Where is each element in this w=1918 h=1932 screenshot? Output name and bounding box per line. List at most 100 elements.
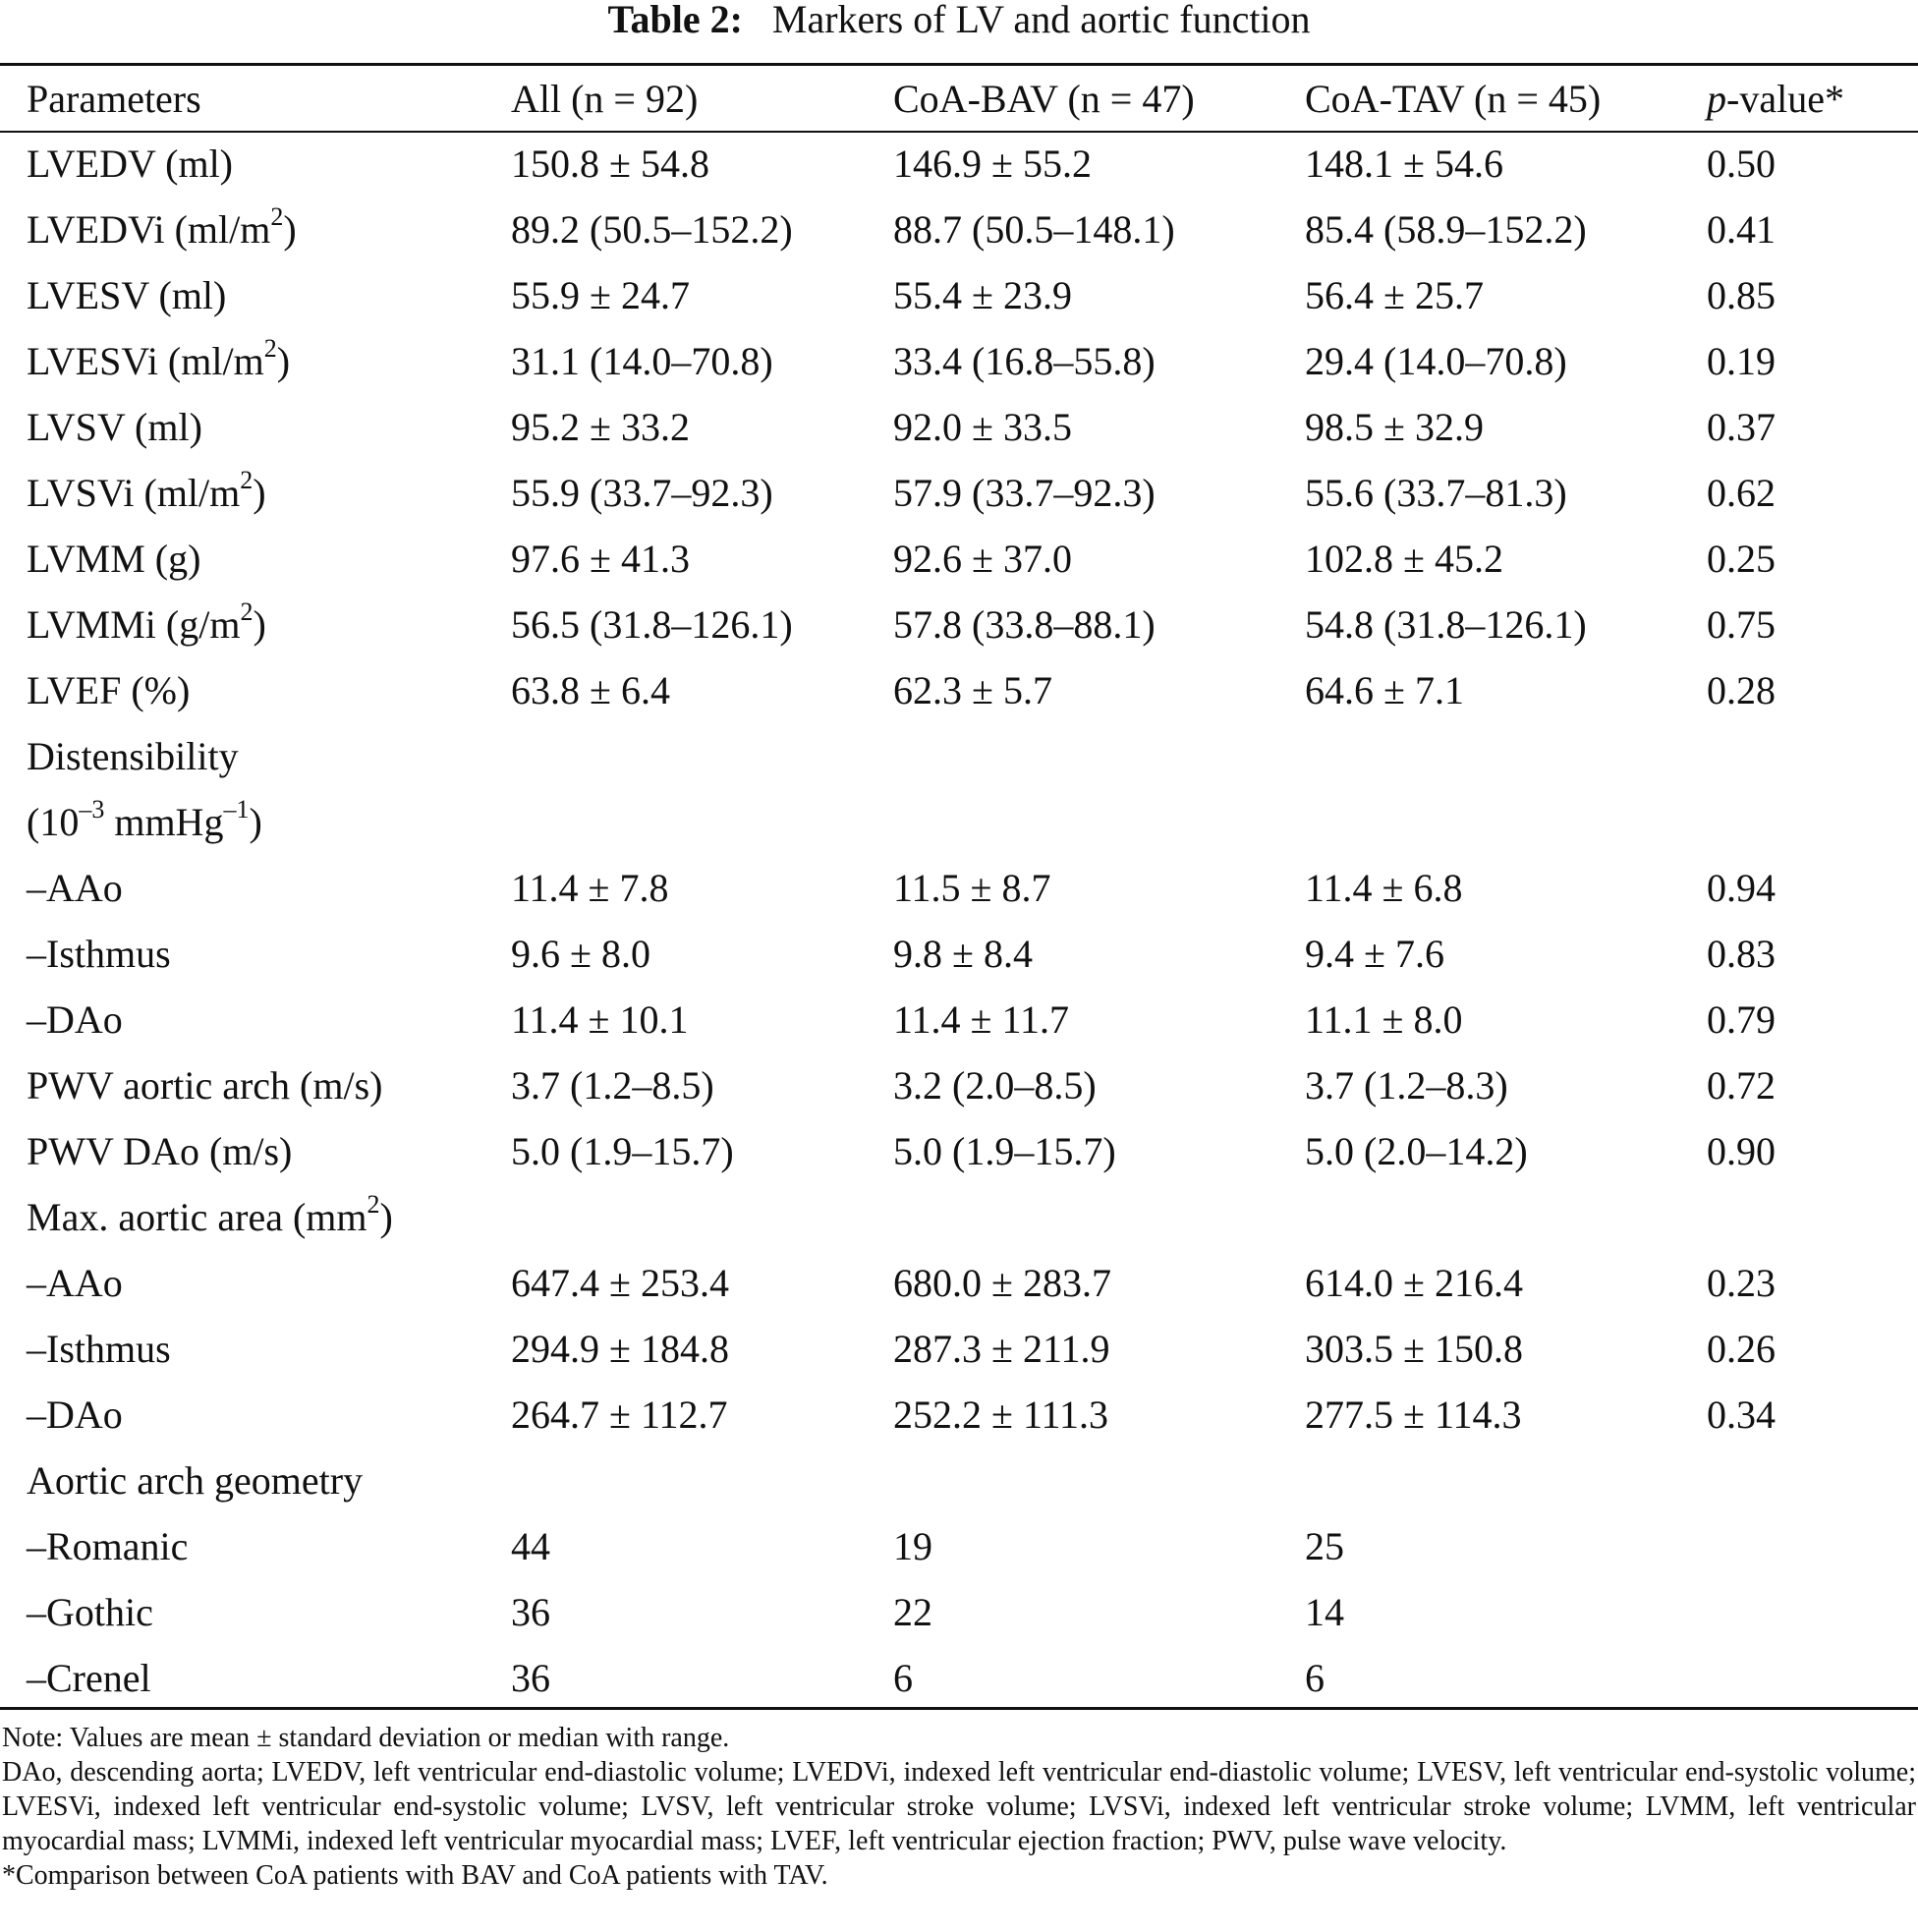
distensibility-row-parameter: –Isthmus bbox=[27, 932, 171, 976]
geometry-row-all: 36 bbox=[511, 1590, 550, 1634]
header-all: All (n = 92) bbox=[511, 76, 699, 121]
lv-row-coa-tav: 98.5 ± 32.9 bbox=[1305, 405, 1484, 449]
table-row: LVEDVi (ml/m2) 89.2 (50.5–152.2) 88.7 (50.… bbox=[0, 197, 1918, 262]
lv-row-coa-bav: 57.8 (33.8–88.1) bbox=[893, 602, 1156, 647]
lv-row-p-value: 0.28 bbox=[1707, 668, 1776, 712]
aortic-area-row-parameter: –Isthmus bbox=[27, 1327, 171, 1371]
table-row: –Romanic 44 19 25 bbox=[0, 1513, 1918, 1579]
geometry-row-coa-bav: 22 bbox=[893, 1590, 932, 1634]
aortic-area-row-parameter: –AAo bbox=[27, 1261, 123, 1305]
aortic-area-row-parameter: –DAo bbox=[27, 1392, 123, 1437]
pwv-row-p-value: 0.72 bbox=[1707, 1063, 1776, 1108]
distensibility-row-coa-tav: 11.4 ± 6.8 bbox=[1305, 866, 1463, 910]
lv-row-coa-tav: 102.8 ± 45.2 bbox=[1305, 537, 1503, 581]
lv-row-coa-bav: 57.9 (33.7–92.3) bbox=[893, 471, 1156, 515]
lv-row-all: 63.8 ± 6.4 bbox=[511, 668, 670, 712]
table-title-text: Markers of LV and aortic function bbox=[771, 0, 1311, 41]
lv-row-coa-bav: 92.0 ± 33.5 bbox=[893, 405, 1072, 449]
lv-row-coa-tav: 56.4 ± 25.7 bbox=[1305, 273, 1484, 317]
table-row: LVESVi (ml/m2) 31.1 (14.0–70.8) 33.4 (16.8… bbox=[0, 328, 1918, 394]
aortic-area-label-empty bbox=[1707, 1184, 1918, 1250]
aortic-area-row-coa-bav: 252.2 ± 111.3 bbox=[893, 1392, 1108, 1437]
distensibility-row-coa-tav: 9.4 ± 7.6 bbox=[1305, 932, 1444, 976]
aortic-area-row-coa-tav: 277.5 ± 114.3 bbox=[1305, 1392, 1522, 1437]
lv-row-p-value: 0.75 bbox=[1707, 602, 1776, 647]
distensibility-row-parameter: –DAo bbox=[27, 997, 123, 1042]
geometry-row-p-value bbox=[1707, 1645, 1918, 1711]
lv-row-parameter: LVMM (g) bbox=[27, 537, 201, 581]
pwv-row-p-value: 0.90 bbox=[1707, 1129, 1776, 1173]
lv-row-coa-bav: 55.4 ± 23.9 bbox=[893, 273, 1072, 317]
lv-row-coa-bav: 88.7 (50.5–148.1) bbox=[893, 207, 1175, 252]
lv-row-all: 55.9 (33.7–92.3) bbox=[511, 471, 773, 515]
distensibility-row-all: 11.4 ± 10.1 bbox=[511, 997, 689, 1042]
lv-row-parameter: LVEDV (ml) bbox=[27, 142, 233, 186]
distensibility-row-parameter: –AAo bbox=[27, 866, 123, 910]
table-title-label: Table 2: bbox=[607, 0, 743, 41]
geometry-label-empty bbox=[893, 1448, 1305, 1513]
table-row: LVMM (g) 97.6 ± 41.3 92.6 ± 37.0 102.8 ± 45… bbox=[0, 526, 1918, 592]
lv-row-parameter: LVSVi (ml/m2) bbox=[27, 465, 266, 515]
distensibility-row-p-value: 0.79 bbox=[1707, 997, 1776, 1042]
distensibility-row-all: 9.6 ± 8.0 bbox=[511, 932, 650, 976]
aortic-area-row-p-value: 0.26 bbox=[1707, 1327, 1776, 1371]
lv-row-parameter: LVSV (ml) bbox=[27, 405, 202, 449]
table-row: –Isthmus 9.6 ± 8.0 9.8 ± 8.4 9.4 ± 7.6 0.83 bbox=[0, 921, 1918, 987]
table-row: –DAo 11.4 ± 10.1 11.4 ± 11.7 11.1 ± 8.0 0.79 bbox=[0, 987, 1918, 1052]
geometry-row-parameter: –Crenel bbox=[27, 1656, 151, 1700]
header-p-value: p-value* bbox=[1707, 76, 1844, 121]
distensibility-label-empty bbox=[893, 723, 1305, 789]
lv-row-coa-tav: 148.1 ± 54.6 bbox=[1305, 142, 1503, 186]
geometry-row-coa-bav: 19 bbox=[893, 1524, 932, 1568]
table-row: –AAo 647.4 ± 253.4 680.0 ± 283.7 614.0 ± 21… bbox=[0, 1250, 1918, 1316]
table-row: PWV DAo (m/s) 5.0 (1.9–15.7) 5.0 (1.9–15.7… bbox=[0, 1118, 1918, 1184]
distensibility-label: Distensibility bbox=[27, 734, 239, 778]
geometry-row-coa-tav: 25 bbox=[1305, 1524, 1344, 1568]
lv-row-all: 97.6 ± 41.3 bbox=[511, 537, 690, 581]
section-row: Max. aortic area (mm2) bbox=[0, 1184, 1918, 1250]
distensibility-unit-empty bbox=[1305, 789, 1707, 855]
pwv-row-parameter: PWV aortic arch (m/s) bbox=[27, 1063, 383, 1108]
distensibility-row-p-value: 0.83 bbox=[1707, 932, 1776, 976]
lv-row-p-value: 0.41 bbox=[1707, 207, 1776, 252]
geometry-label-empty bbox=[1305, 1448, 1707, 1513]
table-row: –AAo 11.4 ± 7.8 11.5 ± 8.7 11.4 ± 6.8 0.94 bbox=[0, 855, 1918, 921]
lv-row-parameter: LVEDVi (ml/m2) bbox=[27, 201, 297, 252]
table-row: LVSV (ml) 95.2 ± 33.2 92.0 ± 33.5 98.5 ± 32… bbox=[0, 394, 1918, 460]
aortic-area-row-p-value: 0.23 bbox=[1707, 1261, 1776, 1305]
pwv-row-parameter: PWV DAo (m/s) bbox=[27, 1129, 293, 1173]
pwv-row-coa-bav: 5.0 (1.9–15.7) bbox=[893, 1129, 1116, 1173]
aortic-area-row-coa-bav: 680.0 ± 283.7 bbox=[893, 1261, 1111, 1305]
lv-row-all: 95.2 ± 33.2 bbox=[511, 405, 690, 449]
note-footnote: *Comparison between CoA patients with BA… bbox=[2, 1860, 828, 1891]
table-notes: Note: Values are mean ± standard deviati… bbox=[2, 1721, 1916, 1893]
table-row: LVMMi (g/m2) 56.5 (31.8–126.1) 57.8 (33.8–… bbox=[0, 592, 1918, 657]
table-row: –DAo 264.7 ± 112.7 252.2 ± 111.3 277.5 ± 11… bbox=[0, 1382, 1918, 1448]
note-abbreviations: DAo, descending aorta; LVEDV, left ventr… bbox=[2, 1757, 1916, 1856]
aortic-area-row-all: 264.7 ± 112.7 bbox=[511, 1392, 728, 1437]
lv-row-parameter: LVESV (ml) bbox=[27, 273, 227, 317]
geometry-row-all: 44 bbox=[511, 1524, 550, 1568]
table-row: –Isthmus 294.9 ± 184.8 287.3 ± 211.9 303.5 … bbox=[0, 1316, 1918, 1382]
lv-row-p-value: 0.37 bbox=[1707, 405, 1776, 449]
aortic-area-label: Max. aortic area (mm2) bbox=[27, 1189, 393, 1239]
distensibility-unit: (10–3 mmHg–1) bbox=[27, 794, 262, 844]
distensibility-label-empty bbox=[1305, 723, 1707, 789]
geometry-label: Aortic arch geometry bbox=[27, 1458, 364, 1503]
lv-row-coa-tav: 85.4 (58.9–152.2) bbox=[1305, 207, 1587, 252]
aortic-area-label-empty bbox=[1305, 1184, 1707, 1250]
header-row: Parameters All (n = 92) CoA-BAV (n = 47)… bbox=[0, 66, 1918, 131]
distensibility-row-all: 11.4 ± 7.8 bbox=[511, 866, 669, 910]
distensibility-unit-empty bbox=[893, 789, 1305, 855]
geometry-row-p-value bbox=[1707, 1513, 1918, 1579]
distensibility-row-coa-bav: 9.8 ± 8.4 bbox=[893, 932, 1033, 976]
lv-row-coa-tav: 55.6 (33.7–81.3) bbox=[1305, 471, 1567, 515]
table-row: PWV aortic arch (m/s) 3.7 (1.2–8.5) 3.2 (2… bbox=[0, 1052, 1918, 1118]
table-row: –Crenel 36 6 6 bbox=[0, 1645, 1918, 1711]
table-title: Table 2: Markers of LV and aortic functi… bbox=[0, 0, 1918, 45]
data-table: Parameters All (n = 92) CoA-BAV (n = 47)… bbox=[0, 66, 1918, 1711]
aortic-area-label-empty bbox=[511, 1184, 893, 1250]
geometry-row-parameter: –Gothic bbox=[27, 1590, 153, 1634]
aortic-area-label-empty bbox=[893, 1184, 1305, 1250]
aortic-area-row-all: 647.4 ± 253.4 bbox=[511, 1261, 729, 1305]
